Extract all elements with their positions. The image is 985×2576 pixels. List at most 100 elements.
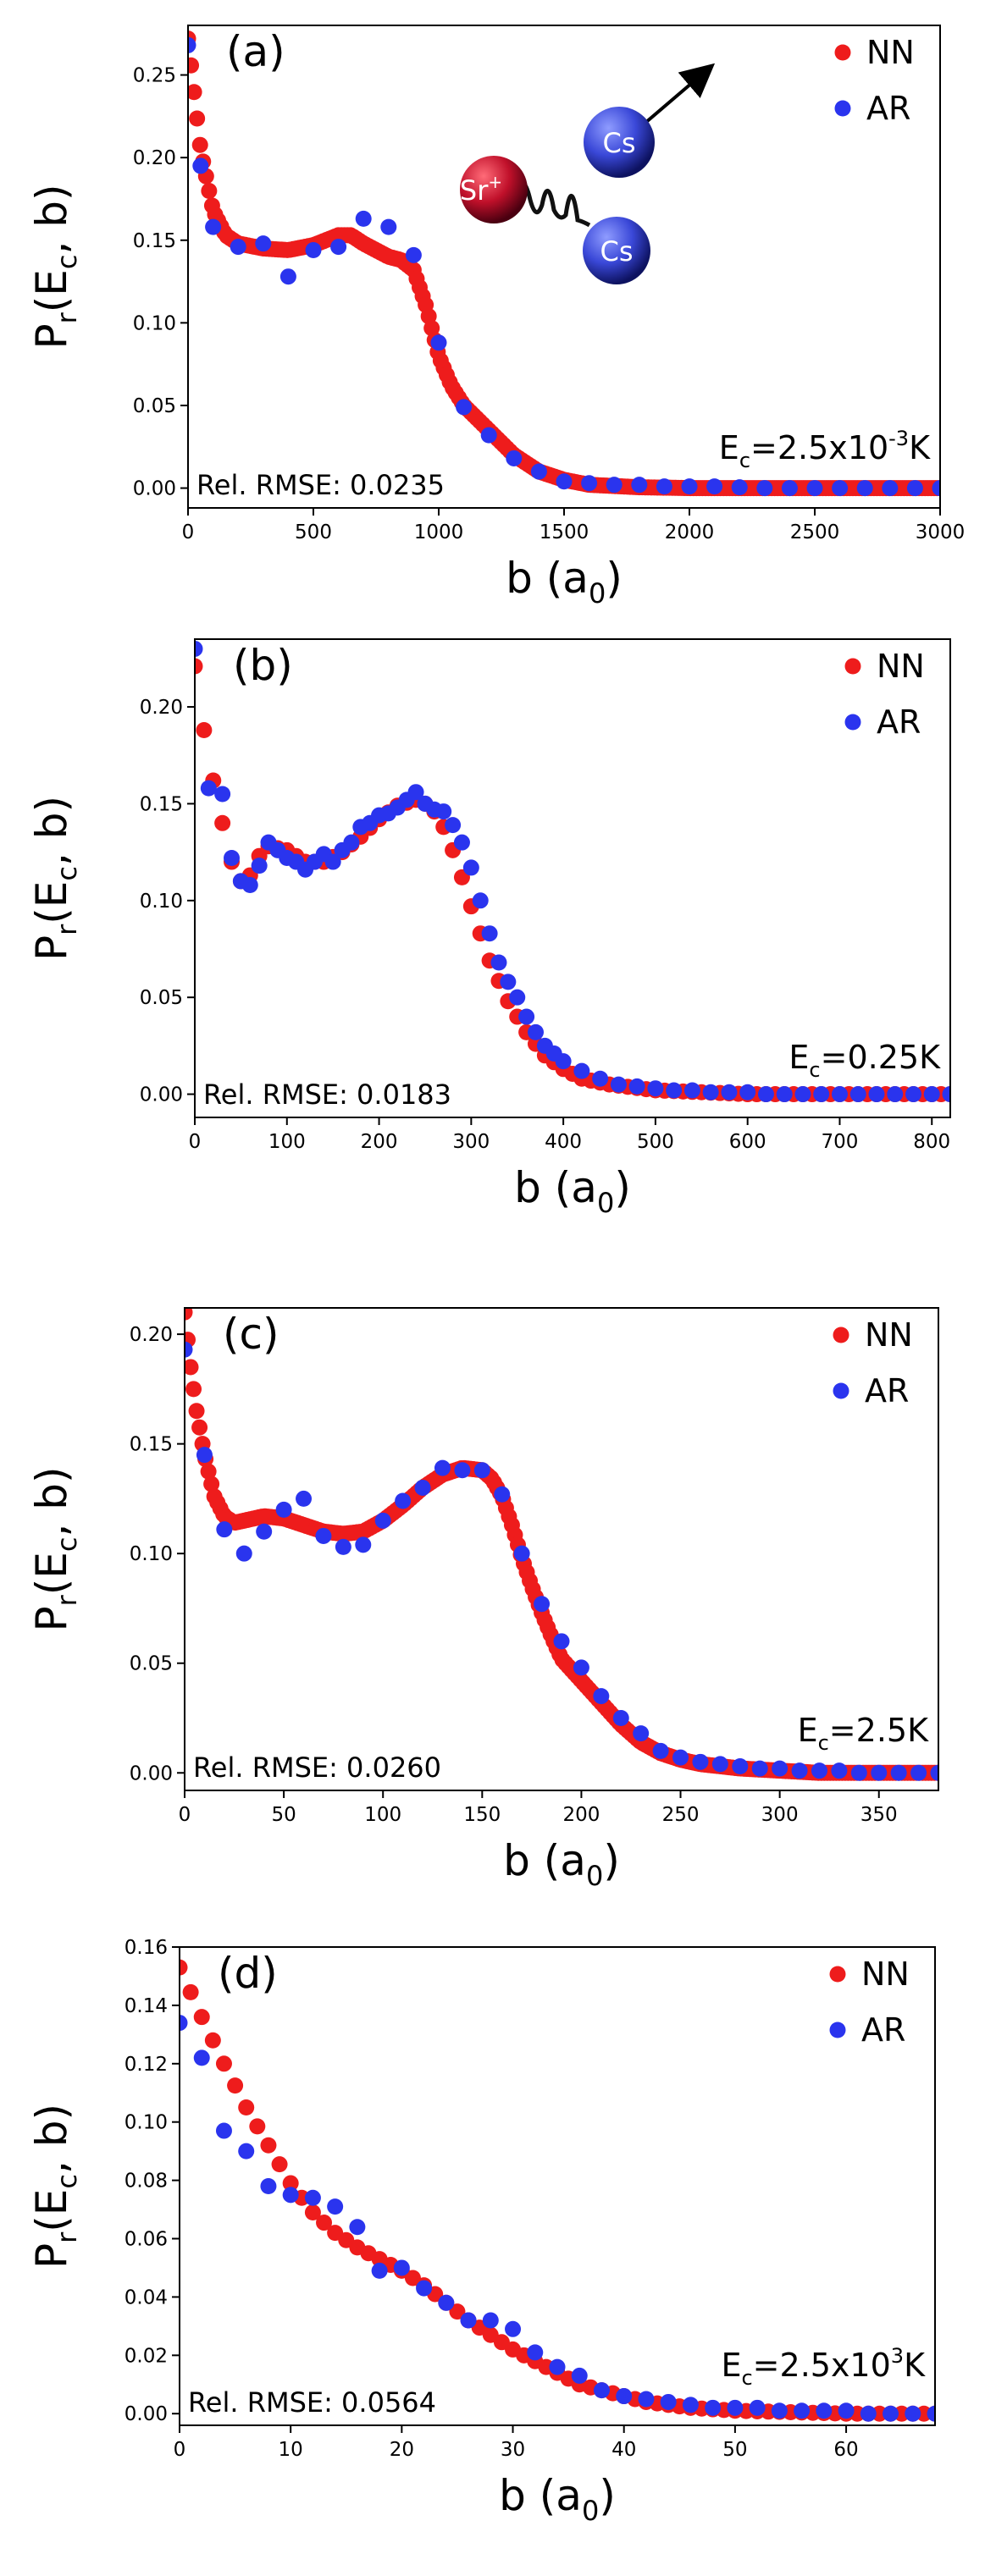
y-tick-label: 0.15 [130,1434,173,1456]
ar-point [571,2367,588,2384]
ar-point [214,786,231,803]
x-tick-label: 1000 [414,521,464,543]
panel-label: (b) [233,641,293,690]
y-tick-label: 0.25 [133,65,176,87]
ar-point [216,1521,233,1538]
ar-point [806,480,823,497]
sr-ion-icon [460,156,528,223]
ar-point [711,1756,728,1773]
ar-point [932,480,940,497]
ar-point [856,480,873,497]
ar-point [831,1086,848,1103]
ar-point [460,2312,477,2329]
x-axis-title: b (a0) [499,2471,616,2527]
ar-point [749,2399,766,2416]
ar-point [706,478,723,495]
ar-point [275,1501,292,1518]
ar-point [705,2399,722,2416]
legend-ar-label: AR [877,703,921,741]
ar-point [831,1762,848,1779]
ar-point [251,858,268,874]
legend-ar-marker [829,2022,846,2038]
nn-point [214,814,231,831]
ar-point [573,1062,590,1079]
ar-point [890,1764,907,1781]
legend-ar-marker [833,1382,849,1399]
y-axis-title: Pr(Ec, b) [27,184,83,349]
ar-point [860,2405,877,2422]
y-tick-label: 0.05 [140,987,183,1009]
x-tick-label: 10 [279,2439,303,2461]
ar-point [527,1023,544,1040]
ar-point [430,334,447,351]
ar-point [500,974,517,990]
ar-point [304,2189,321,2206]
rmse-annotation: Rel. RMSE: 0.0183 [203,1078,451,1111]
ar-point [380,218,397,235]
legend-nn-marker [834,44,851,61]
ar-point [282,2187,299,2204]
legend-ar-marker [844,714,861,731]
nn-point [201,183,218,200]
axes-frame [179,1946,936,2426]
ar-point [205,218,222,235]
ar-point [549,2358,566,2375]
x-tick-label: 500 [295,521,332,543]
x-axis-title: b (a0) [506,554,623,610]
ar-point [224,849,241,866]
panel-label: (c) [223,1310,279,1359]
nn-point [185,1381,202,1398]
nn-series [188,30,940,497]
ar-point [349,2219,366,2236]
ar-point [215,2122,232,2139]
nn-series [185,1308,938,1781]
ar-point [481,925,498,942]
x-tick-label: 0 [179,1804,191,1826]
ar-point [731,479,748,496]
ar-point [555,1053,572,1070]
cs-label: Cs [602,127,635,159]
nn-point [215,2055,232,2072]
ar-point [530,463,547,480]
ar-point [330,239,347,256]
ar-point [930,1764,938,1781]
ar-point [816,2402,833,2419]
y-tick-label: 0.06 [125,2229,168,2251]
ar-point [509,989,526,1006]
sr-label: Sr+ [460,172,502,207]
ar-point [593,2382,610,2399]
x-tick-label: 0 [182,521,195,543]
ar-point [256,1523,273,1540]
x-tick-label: 500 [637,1131,674,1153]
legend-ar-label: AR [866,90,910,127]
y-tick-label: 0.00 [125,2403,168,2425]
x-tick-label: 0 [174,2439,186,2461]
x-tick-label: 300 [761,1804,799,1826]
ar-point [813,1086,830,1103]
legend-nn-label: NN [861,1955,910,1993]
x-tick-label: 400 [545,1131,582,1153]
ar-point [513,1545,530,1562]
chart-panel-d: 0 10 20 30 40 50 60 0.00 0.02 0.04 0.06 0.08 0.10 0.1… [27,1937,936,2527]
nn-point [195,658,203,675]
ar-point [942,1086,950,1103]
ar-point [652,1742,669,1759]
ar-point [849,1086,866,1103]
ar-point [927,2405,935,2422]
nn-point [304,2204,321,2221]
x-tick-label: 20 [390,2439,414,2461]
nn-series [195,658,950,1103]
x-tick-label: 50 [722,2439,747,2461]
ar-point [906,480,923,497]
ar-point [656,478,672,495]
y-tick-label: 0.00 [140,1084,183,1106]
ar-point [838,2402,855,2419]
ar-point [794,1086,811,1103]
arrow-icon [644,63,716,124]
x-tick-label: 1500 [540,521,589,543]
ar-point [721,1084,738,1100]
legend-ar-marker [834,100,851,117]
ar-point [255,235,272,252]
ar-point [771,2402,788,2419]
